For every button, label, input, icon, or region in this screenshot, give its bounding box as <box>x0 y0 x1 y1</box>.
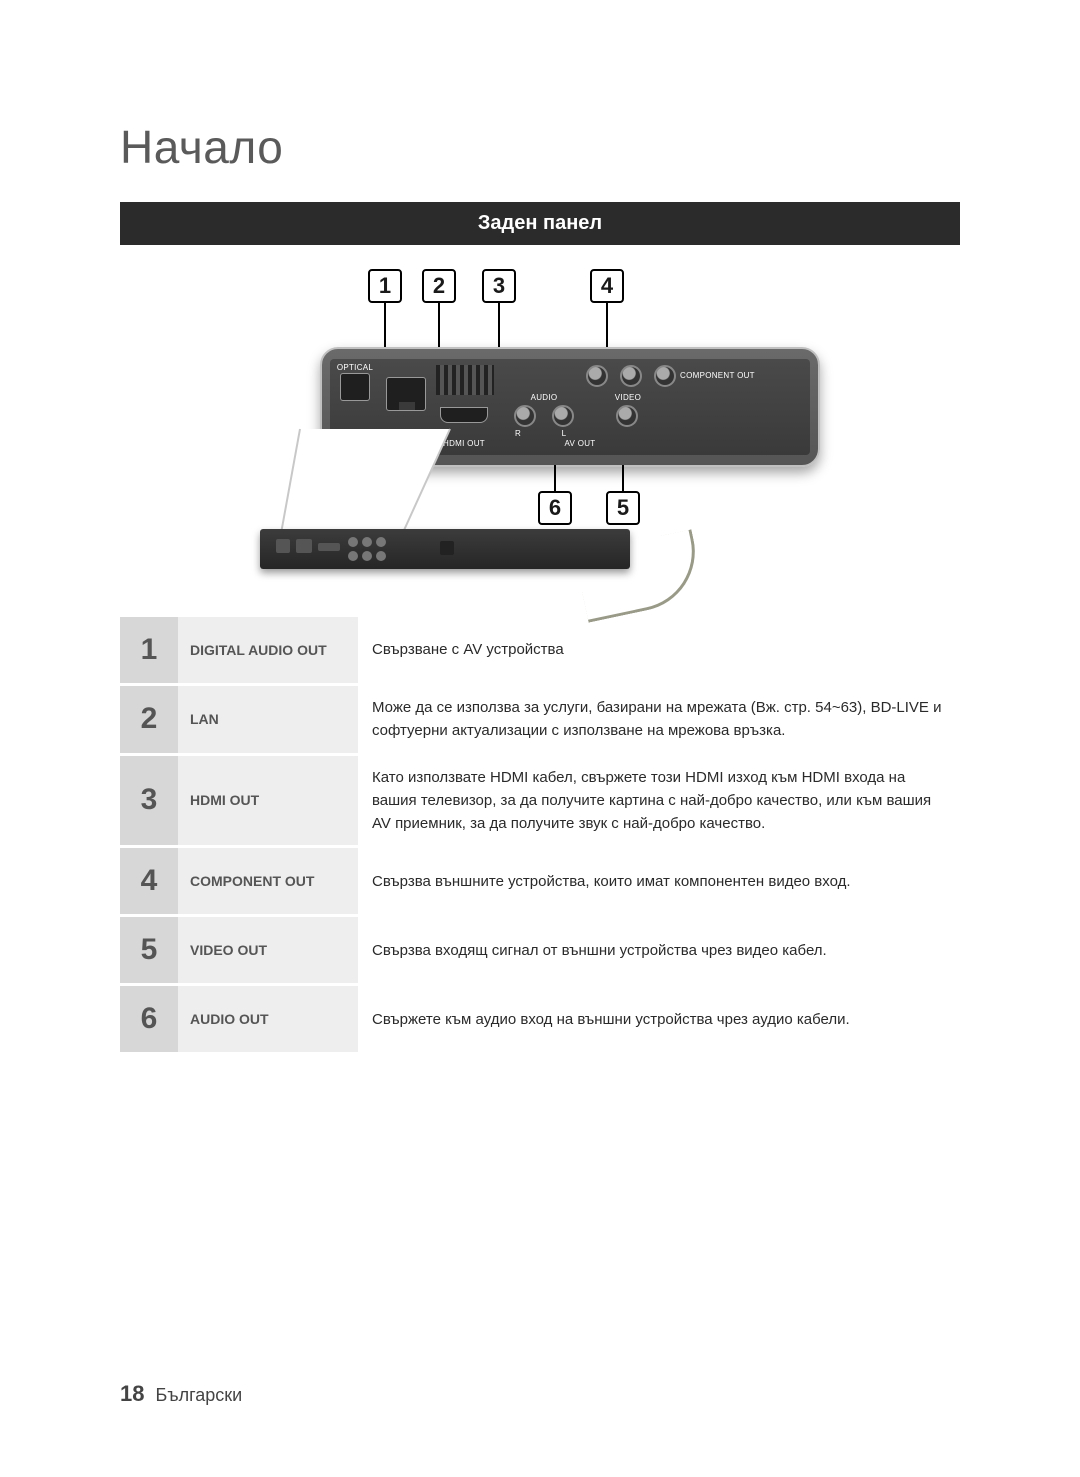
callout-box-5: 5 <box>606 491 640 525</box>
optical-label: OPTICAL <box>336 363 374 372</box>
row-label: VIDEO OUT <box>178 917 358 986</box>
rca-audio-r <box>514 405 536 427</box>
ports-table: 1 DIGITAL AUDIO OUT Свързване с AV устро… <box>120 617 960 1055</box>
page-number: 18 <box>120 1381 144 1406</box>
rca-component <box>620 365 642 387</box>
lan-port <box>386 377 426 411</box>
rca-component <box>654 365 676 387</box>
subsection-banner: Заден панел <box>120 202 960 245</box>
row-number: 6 <box>120 986 178 1055</box>
video-label: VIDEO <box>606 393 650 402</box>
row-description: Свързва входящ сигнал от външни устройст… <box>358 917 960 986</box>
diagram-container: 1 2 3 4 OPTICAL DIGITALAUDIO OUT <box>120 269 960 599</box>
row-number: 5 <box>120 917 178 986</box>
rear-panel-diagram: 1 2 3 4 OPTICAL DIGITALAUDIO OUT <box>260 269 820 599</box>
row-description: Свържете към аудио вход на външни устрой… <box>358 986 960 1055</box>
row-number: 1 <box>120 617 178 686</box>
table-row: 6 AUDIO OUT Свържете към аудио вход на в… <box>120 986 960 1055</box>
callout-box-2: 2 <box>422 269 456 303</box>
callout-box-4: 4 <box>590 269 624 303</box>
callout-box-1: 1 <box>368 269 402 303</box>
manual-page: Начало Заден панел 1 2 3 4 OPTICAL DIGIT… <box>0 0 1080 1477</box>
r-label: R <box>512 429 524 438</box>
audio-label: AUDIO <box>522 393 566 402</box>
rca-video <box>616 405 638 427</box>
leader-line <box>554 465 556 493</box>
callout-box-6: 6 <box>538 491 572 525</box>
section-title: Начало <box>120 120 960 174</box>
row-label: HDMI OUT <box>178 756 358 849</box>
row-label: DIGITAL AUDIO OUT <box>178 617 358 686</box>
row-number: 3 <box>120 756 178 849</box>
row-description: Свързва външните устройства, които имат … <box>358 848 960 917</box>
row-number: 4 <box>120 848 178 917</box>
row-description: Може да се използва за услуги, базирани … <box>358 686 960 756</box>
rca-audio-l <box>552 405 574 427</box>
language-label: Български <box>156 1385 243 1405</box>
callout-box-3: 3 <box>482 269 516 303</box>
table-row: 5 VIDEO OUT Свързва входящ сигнал от вън… <box>120 917 960 986</box>
row-label: AUDIO OUT <box>178 986 358 1055</box>
table-row: 2 LAN Може да се използва за услуги, баз… <box>120 686 960 756</box>
av-out-label: AV OUT <box>550 439 610 448</box>
optical-port <box>340 373 370 401</box>
row-label: LAN <box>178 686 358 756</box>
table-row: 1 DIGITAL AUDIO OUT Свързване с AV устро… <box>120 617 960 686</box>
row-label: COMPONENT OUT <box>178 848 358 917</box>
row-description: Като използвате HDMI кабел, свържете тоз… <box>358 756 960 849</box>
row-number: 2 <box>120 686 178 756</box>
leader-line <box>622 465 624 493</box>
device-silhouette <box>260 529 630 569</box>
vent-grille <box>436 365 494 395</box>
row-description: Свързване с AV устройства <box>358 617 960 686</box>
component-out-label: COMPONENT OUT <box>680 371 770 380</box>
rca-component <box>586 365 608 387</box>
page-footer: 18 Български <box>120 1381 242 1407</box>
l-label: L <box>558 429 570 438</box>
table-row: 3 HDMI OUT Като използвате HDMI кабел, с… <box>120 756 960 849</box>
table-row: 4 COMPONENT OUT Свързва външните устройс… <box>120 848 960 917</box>
